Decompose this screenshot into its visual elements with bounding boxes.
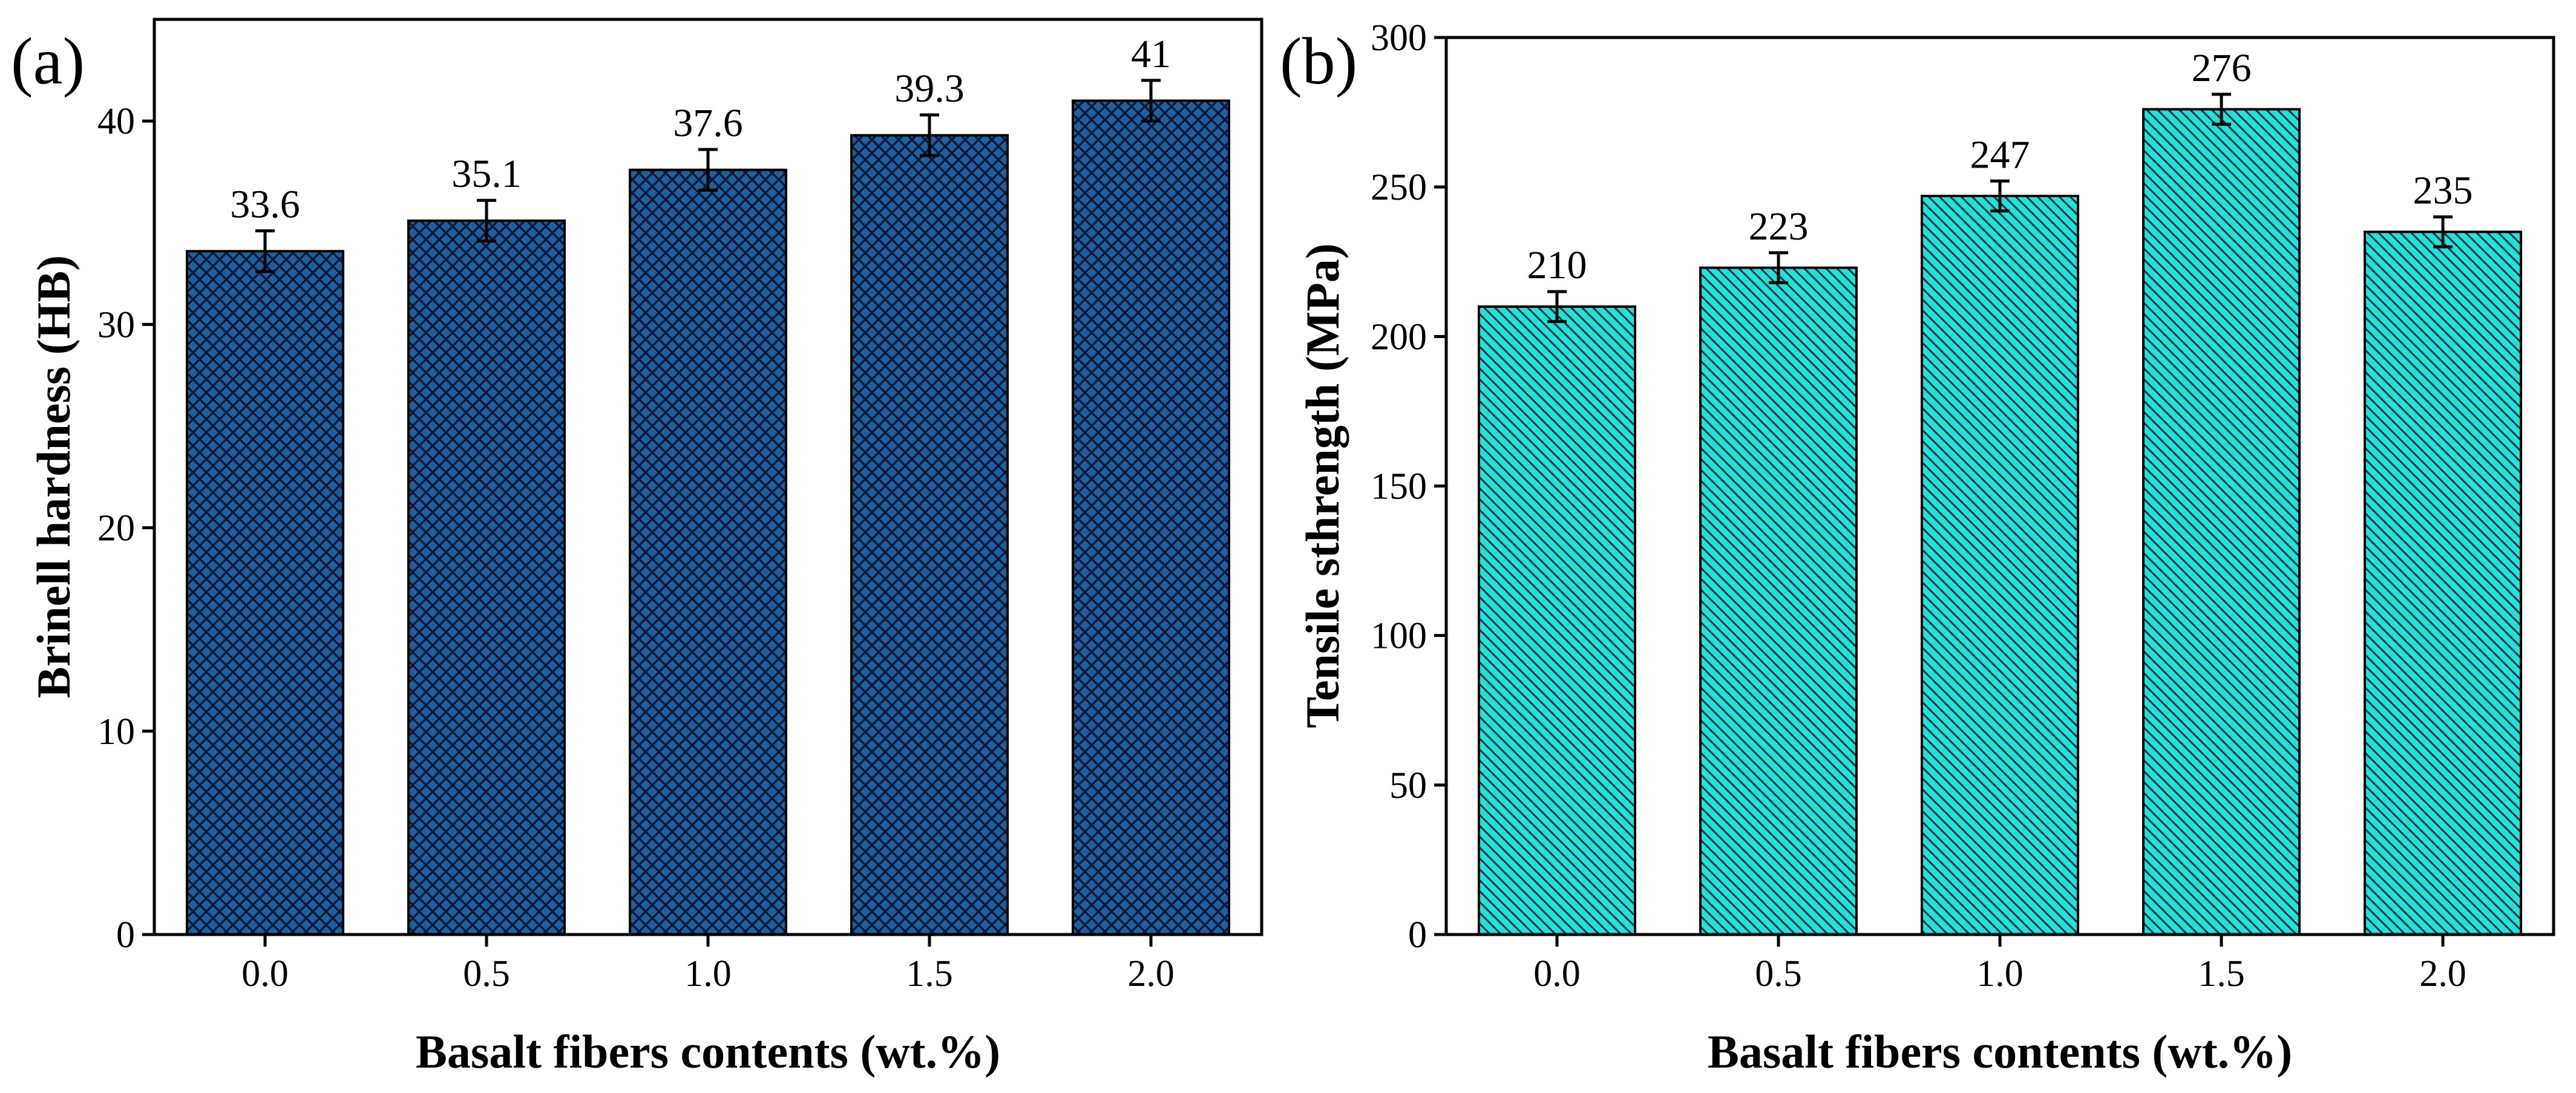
y-tick-label-b-5: 250 [1371, 167, 1427, 208]
y-axis-title-b: Tensile sthrength (MPa) [1296, 243, 1349, 728]
data-label-a-3: 39.3 [894, 67, 965, 111]
panel-label-b: (b) [1280, 24, 1357, 98]
bar-a-1 [408, 220, 565, 935]
x-tick-label-a-4: 2.0 [1127, 953, 1175, 994]
data-label-a-2: 37.6 [673, 101, 743, 145]
chart-panel-a: (a) 0 10 20 30 40 33.6 35.1 37.6 39.3 41 0.0 0.5 1… [11, 18, 1263, 1078]
error-bar-a-2 [698, 148, 718, 192]
x-tick-label-a-0: 0.0 [241, 953, 289, 994]
bar-b-2 [1922, 195, 2078, 935]
bar-a-3 [851, 135, 1008, 935]
y-tick-label-b-0: 0 [1408, 915, 1427, 956]
error-bar-b-4 [2433, 215, 2453, 249]
error-bar-b-0 [1547, 290, 1567, 324]
y-axis-ticks-a: 0 10 20 30 40 [97, 101, 154, 956]
bar-a-4 [1073, 100, 1229, 935]
data-label-b-3: 276 [2192, 46, 2252, 90]
y-tick-label-b-1: 50 [1389, 765, 1427, 806]
x-tick-label-b-3: 1.5 [2198, 953, 2245, 994]
y-tick-label-a-4: 40 [97, 101, 135, 142]
y-tick-label-b-3: 150 [1371, 466, 1427, 507]
data-label-b-1: 223 [1749, 204, 1809, 249]
data-label-b-0: 210 [1527, 243, 1587, 287]
bar-b-0 [1479, 306, 1635, 935]
chart-panel-b: (b) 0 50 100 150 200 250 300 210 223 247 276 235 0… [1280, 18, 2555, 1078]
y-tick-label-a-0: 0 [116, 915, 135, 956]
y-tick-label-a-3: 30 [97, 304, 135, 345]
bar-a-0 [187, 251, 343, 935]
x-axis-ticks-a: 0.0 0.5 1.0 1.5 2.0 [241, 935, 1175, 994]
y-tick-label-b-2: 100 [1371, 616, 1427, 657]
x-tick-label-b-2: 1.0 [1976, 953, 2024, 994]
y-tick-label-b-4: 200 [1371, 316, 1427, 357]
bar-b-3 [2143, 109, 2299, 935]
data-label-a-4: 41 [1131, 32, 1171, 76]
bar-b-4 [2365, 232, 2521, 935]
error-bar-a-3 [920, 113, 939, 157]
error-bar-a-0 [255, 229, 275, 273]
y-axis-ticks-b: 0 50 100 150 200 250 300 [1371, 18, 1446, 956]
x-tick-label-a-3: 1.5 [906, 953, 953, 994]
x-axis-title-b: Basalt fibers contents (wt.%) [1708, 1025, 2292, 1078]
x-tick-label-b-4: 2.0 [2419, 953, 2466, 994]
data-label-b-4: 235 [2413, 169, 2473, 213]
y-axis-title-a: Brinell hardness (HB) [27, 255, 80, 698]
x-tick-label-a-2: 1.0 [684, 953, 732, 994]
data-label-a-0: 33.6 [230, 183, 300, 227]
y-tick-label-a-2: 20 [97, 508, 135, 549]
y-tick-label-b-6: 300 [1371, 18, 1427, 59]
data-label-a-1: 35.1 [451, 152, 522, 196]
x-tick-label-b-0: 0.0 [1533, 953, 1581, 994]
x-axis-ticks-b: 0.0 0.5 1.0 1.5 2.0 [1533, 935, 2466, 994]
bars-a: 33.6 35.1 37.6 39.3 41 [186, 32, 1230, 936]
error-bar-a-4 [1141, 79, 1161, 123]
plot-frame-a [152, 18, 1263, 936]
error-bar-b-1 [1769, 251, 1788, 284]
y-tick-label-a-1: 10 [97, 711, 135, 752]
error-bar-b-2 [1990, 179, 2010, 213]
error-bar-a-1 [477, 198, 496, 243]
error-bar-b-3 [2212, 93, 2231, 126]
x-tick-label-a-1: 0.5 [463, 953, 510, 994]
x-tick-label-b-1: 0.5 [1755, 953, 1802, 994]
bars-b: 210 223 247 276 235 [1478, 46, 2522, 936]
data-label-b-2: 247 [1970, 132, 2030, 177]
bar-b-1 [1700, 267, 1857, 935]
plot-frame-b [1444, 36, 2555, 936]
bar-a-2 [630, 169, 786, 935]
x-axis-title-a: Basalt fibers contents (wt.%) [416, 1025, 1000, 1078]
panel-label-a: (a) [11, 24, 85, 98]
